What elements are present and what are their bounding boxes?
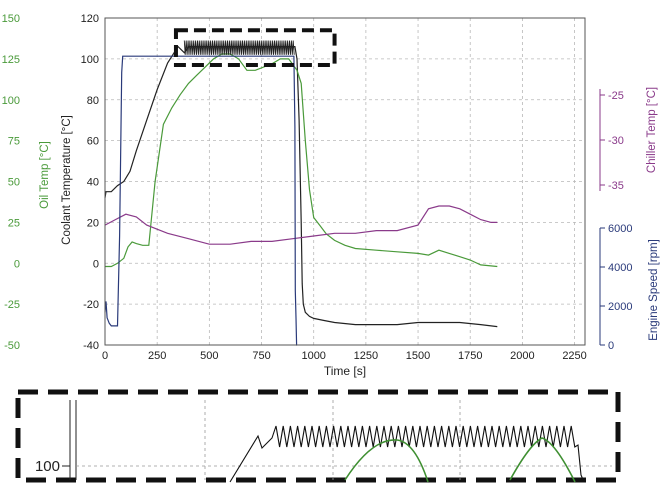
chiller-axis-label: Chiller Temp [°C] <box>646 87 658 173</box>
coolant-tick-label: 80 <box>87 95 99 107</box>
x-tick-label: 500 <box>200 350 218 362</box>
chiller-tick-label: -30 <box>608 135 624 147</box>
coolant-tick-label: 40 <box>87 177 99 189</box>
coolant-tick-label: 0 <box>93 258 99 270</box>
x-tick-label: 2250 <box>562 350 586 362</box>
engine-tick-label: 4000 <box>608 262 632 274</box>
engine-tick-label: 6000 <box>608 223 632 235</box>
x-axis-label: Time [s] <box>324 364 366 378</box>
oil-tick-label: -25 <box>4 299 20 311</box>
engine-axis-label: Engine Speed [rpm] <box>648 239 660 341</box>
coolant-axis-label: Coolant Temperature [°C] <box>61 115 73 245</box>
axes <box>104 17 605 346</box>
tick-labels: 0 250 500 750 1000 1250 1500 1750 2000 2250-40-20… <box>2 13 633 362</box>
coolant-tick-label: 60 <box>87 136 99 148</box>
series-line-chiller <box>104 205 498 245</box>
oil-tick-label: 75 <box>8 136 20 148</box>
x-tick-label: 1500 <box>406 350 430 362</box>
inset-frame <box>15 389 621 483</box>
zoom-box <box>173 28 337 68</box>
coolant-tick-label: 20 <box>87 217 99 229</box>
oil-tick-label: 100 <box>2 95 20 107</box>
zoom-region-box <box>173 28 337 68</box>
x-tick-label: 1750 <box>458 350 482 362</box>
plot-lines <box>104 40 498 346</box>
oil-tick-label: 125 <box>2 54 20 66</box>
coolant-tick-label: 120 <box>81 13 99 25</box>
x-tick-label: 0 <box>102 350 108 362</box>
chiller-tick-label: -25 <box>608 90 624 102</box>
axis-labels: Time [s] Coolant Temperature [°C] Oil Temp… <box>39 87 660 378</box>
inset-panel: 100 <box>15 389 621 483</box>
oil-axis-label: Oil Temp [°C] <box>39 141 51 209</box>
inset-coolant-line <box>229 425 585 483</box>
inset-oil-line <box>509 437 576 483</box>
coolant-tick-label: -40 <box>83 340 99 352</box>
series-line-coolant-oscillation <box>183 40 295 55</box>
oil-tick-label: 150 <box>2 13 20 25</box>
x-tick-label: 2000 <box>510 350 534 362</box>
grid <box>105 17 585 345</box>
oil-tick-label: 50 <box>8 177 20 189</box>
series-line-coolant <box>104 45 498 328</box>
engine-tick-label: 0 <box>608 340 614 352</box>
x-tick-label: 750 <box>252 350 270 362</box>
series-line-engine <box>104 55 298 346</box>
x-tick-label: 1250 <box>354 350 378 362</box>
x-tick-label: 1000 <box>301 350 325 362</box>
oil-tick-label: 0 <box>14 258 20 270</box>
x-tick-label: 250 <box>148 350 166 362</box>
inset-tick-label: 100 <box>35 458 60 475</box>
inset-oil-line <box>344 439 429 483</box>
chiller-tick-label: -35 <box>608 180 624 192</box>
engine-tick-label: 2000 <box>608 301 632 313</box>
plot-frame <box>104 17 586 346</box>
coolant-tick-label: -20 <box>83 299 99 311</box>
coolant-tick-label: 100 <box>81 54 99 66</box>
oil-tick-label: -50 <box>4 340 20 352</box>
oil-tick-label: 25 <box>8 217 20 229</box>
